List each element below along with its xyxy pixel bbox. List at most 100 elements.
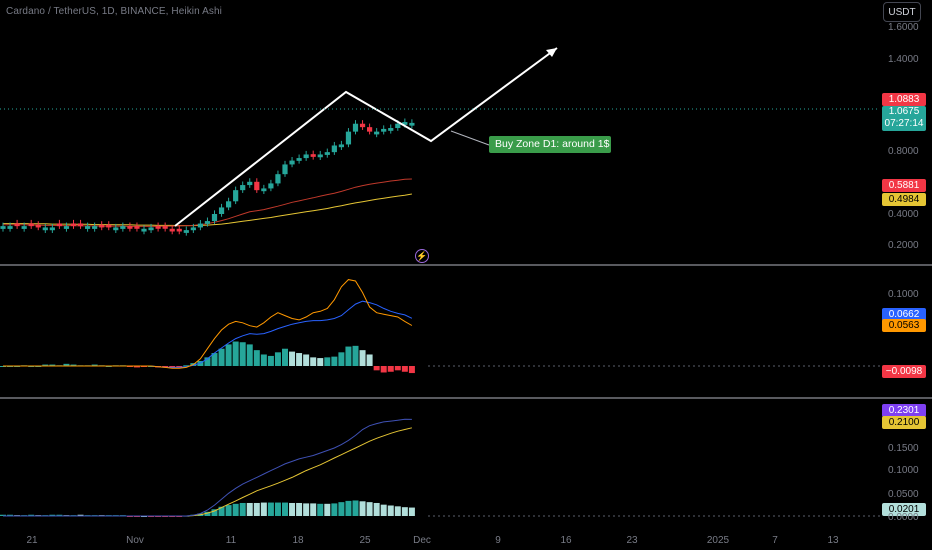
osc-bar [324, 503, 331, 516]
osc-bar [345, 500, 352, 516]
macd-bar [359, 350, 366, 366]
macd-bar [380, 366, 387, 373]
macd-bar [49, 364, 56, 366]
currency-button[interactable]: USDT [883, 2, 921, 22]
osc-bar [28, 514, 35, 516]
macd-bar [345, 346, 352, 366]
osc-bar [274, 502, 281, 516]
macd-bar [366, 354, 373, 366]
candle [162, 226, 168, 229]
macd-bar [408, 366, 415, 374]
macd-bar [176, 366, 183, 368]
macd-bar [253, 350, 260, 366]
candle [317, 154, 323, 158]
candle [148, 227, 154, 231]
last-price-tag: 1.0675 07:27:14 [882, 106, 926, 131]
macd-bar [225, 344, 232, 366]
candle [303, 154, 309, 159]
projection-path [174, 47, 558, 227]
osc-bar [317, 503, 324, 516]
x-axis-label: 16 [560, 535, 572, 546]
macd-bar [373, 366, 380, 371]
osc-hist-tag: 0.0201 [882, 503, 926, 516]
chart-title: Cardano / TetherUS, 1D, BINANCE, Heikin … [6, 6, 222, 17]
macd-bar [211, 353, 218, 366]
x-axis-label: 2025 [706, 535, 730, 546]
buy-zone-annotation[interactable]: Buy Zone D1: around 1$ [489, 136, 611, 153]
macd-bar [401, 366, 408, 372]
candle [49, 227, 55, 231]
x-axis-label: 13 [827, 535, 839, 546]
annotation-connector [450, 130, 490, 146]
candle [381, 128, 387, 132]
osc-bar [394, 506, 401, 516]
osc-axis-tick: 0.1000 [888, 465, 919, 476]
osc-bar [366, 502, 373, 516]
candle [388, 128, 394, 131]
macd-bar [42, 364, 49, 366]
osc-bar [380, 504, 387, 516]
osc-fast-tag: 0.2301 [882, 404, 926, 417]
osc-bar [246, 502, 253, 516]
candle [190, 227, 196, 231]
candle [282, 164, 288, 175]
candle [204, 221, 211, 224]
candle [268, 183, 274, 189]
macd-bar [133, 366, 140, 368]
candle [113, 227, 119, 231]
candle [289, 160, 295, 165]
candle [70, 223, 77, 227]
osc-bar [267, 502, 274, 516]
macd-bar [282, 348, 288, 366]
candle [296, 158, 302, 161]
candle [106, 224, 112, 228]
price-axis-tick: 0.4000 [888, 209, 919, 220]
ma-fast-tag: 0.5881 [882, 179, 926, 192]
projection-arrowhead [546, 48, 557, 57]
macd-bar [274, 352, 281, 366]
osc-bar [338, 502, 345, 516]
macd-bar [63, 363, 70, 366]
macd-pane [0, 279, 415, 374]
oscillator-pane [0, 418, 415, 517]
candle [218, 207, 225, 214]
osc-bar [331, 503, 338, 516]
osc-bar [359, 501, 366, 516]
candle [127, 226, 133, 229]
osc-bar [303, 503, 310, 516]
candle [7, 226, 13, 229]
x-axis-label: 25 [359, 535, 371, 546]
price-pane [0, 47, 558, 236]
signal-value-tag: 0.0563 [882, 319, 926, 332]
candle [254, 181, 260, 191]
candle [28, 223, 34, 227]
osc-bar [225, 505, 232, 516]
candle [56, 223, 62, 227]
macd-bar [289, 351, 296, 366]
x-axis-label: 7 [772, 535, 778, 546]
price-axis-tick: 0.2000 [888, 240, 919, 251]
x-axis-label: 21 [26, 535, 38, 546]
osc-bar [282, 502, 288, 516]
macd-bar [338, 352, 345, 366]
candle [367, 127, 373, 132]
osc-bar [204, 511, 211, 516]
osc-slow-tag: 0.2100 [882, 416, 926, 429]
candle [331, 145, 337, 153]
x-axis-label: 9 [495, 535, 501, 546]
osc-bar [7, 514, 14, 516]
osc-bar [260, 502, 267, 516]
candle [345, 131, 352, 145]
macd-bar [317, 358, 324, 366]
lightning-icon[interactable]: ⚡ [415, 249, 429, 263]
osc-bar [289, 502, 296, 516]
macd-bar [324, 357, 331, 366]
macd-bar [232, 341, 239, 366]
candle [155, 226, 161, 229]
macd-bar [260, 354, 267, 366]
candle [395, 123, 401, 129]
price-axis-tick: 0.8000 [888, 146, 919, 157]
macd-hist-tag: −0.0098 [882, 365, 926, 378]
osc-bar [296, 502, 303, 516]
